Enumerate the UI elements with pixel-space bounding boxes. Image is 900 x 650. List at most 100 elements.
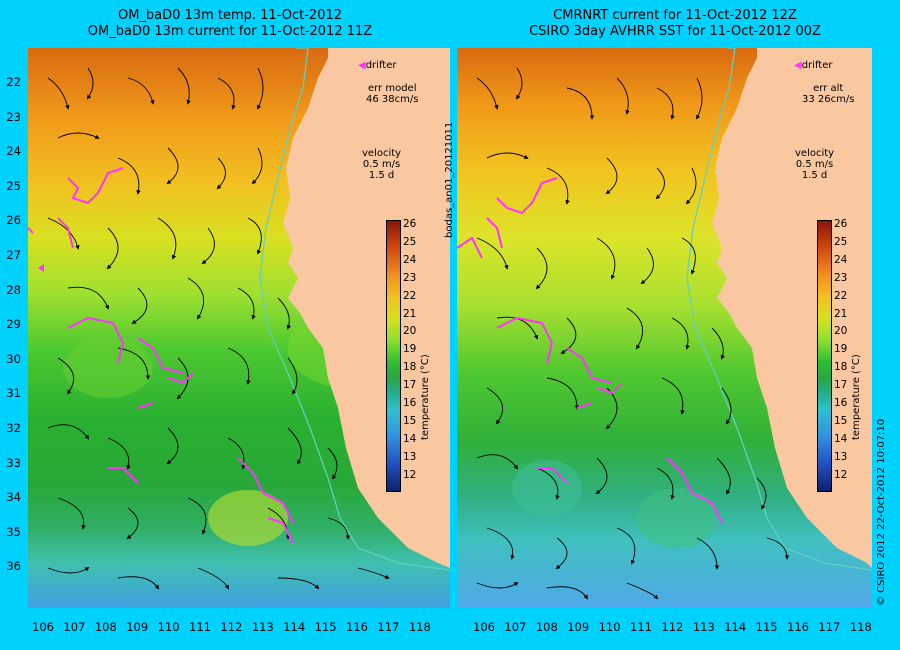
longitude-tick: 112 [661,620,684,634]
latitude-tick: 22 [6,75,21,89]
longitude-tick: 116 [787,620,809,634]
right-colorbar-title: temperature (°C) [851,354,862,440]
right-drifter-tracks [457,177,723,524]
colorbar-tick: 26 [403,218,417,230]
right-map-panel[interactable] [457,48,872,608]
colorbar-tick: 21 [834,307,848,320]
latitude-tick: 29 [6,317,21,332]
run-id-label: bodas_an01_20121011 [444,121,455,238]
right-title: CMRNRT current for 11-Oct-2012 12Z CSIRO… [470,8,880,40]
longitude-tick: 118 [408,620,431,634]
left-map-panel[interactable] [28,48,450,608]
colorbar-tick: 15 [403,414,417,427]
drifter-marker-icon: ◀ [794,60,802,71]
longitude-tick: 113 [692,620,715,634]
colorbar-tick: 24 [403,253,417,266]
latitude-tick: 27 [6,248,21,262]
latitude-tick: 34 [6,490,21,505]
longitude-tick: 106 [473,620,495,634]
left-err-label: err model [367,83,417,94]
longitude-tick: 110 [598,620,621,634]
left-err-note: err model 46 38cm/s [366,83,418,105]
colorbar-tick: 17 [834,379,848,392]
colorbar-tick: 14 [403,432,417,445]
latitude-tick: 32 [6,421,21,435]
left-velocity-key: velocity 0.5 m/s 1.5 d [362,148,401,181]
left-err-value: 46 38cm/s [366,94,419,105]
right-map-svg [457,48,872,608]
latitude-tick: 26 [6,213,21,228]
longitude-tick: 114 [724,620,747,634]
longitude-tick: 114 [283,620,306,634]
left-drifter-legend: ◀drifter [358,60,397,71]
colorbar-tick: 12 [834,468,848,481]
longitude-tick: 115 [755,620,778,634]
latitude-tick: 25 [6,178,21,193]
longitude-tick: 111 [189,620,211,634]
left-title-line2: OM_baD0 13m current for 11-Oct-2012 11Z [87,24,373,39]
left-title-line1: OM_baD0 13m temp. 11-Oct-2012 [117,8,343,23]
latitude-tick: 35 [6,524,21,539]
colorbar-tick: 23 [403,271,417,284]
left-colorbar [386,220,401,492]
left-title: OM_baD0 13m temp. 11-Oct-2012 OM_baD0 13… [40,8,420,40]
longitude-tick: 115 [314,620,337,634]
colorbar-tick: 22 [403,289,417,302]
right-velocity-days: 1.5 d [801,170,828,181]
latitude-tick: 24 [6,144,21,159]
longitude-tick: 107 [63,620,86,634]
longitude-tick: 109 [126,620,149,634]
colorbar-tick: 26 [834,218,848,230]
colorbar-tick: 14 [834,432,848,445]
colorbar-tick: 25 [403,235,417,248]
latitude-tick: 33 [6,455,21,470]
right-title-line2: CSIRO 3day AVHRR SST for 11-Oct-2012 00Z [529,24,821,39]
longitude-tick: 108 [535,620,558,634]
longitude-tick: 117 [818,620,841,634]
longitude-tick: 118 [849,620,872,634]
right-velocity-scale: 0.5 m/s [795,159,834,170]
right-current-streamlines [476,67,790,600]
longitude-tick: 107 [504,620,527,634]
colorbar-tick: 19 [403,343,417,356]
longitude-tick: 108 [94,620,117,634]
copyright-timestamp: © CSIRO 2012 22-Oct-2012 10:07:10 [876,418,887,606]
right-colorbar [817,220,832,492]
drifter-marker-icon: ◀ [358,60,366,71]
right-err-label: err alt [813,83,844,94]
colorbar-tick: 13 [403,450,417,463]
colorbar-tick: 24 [834,253,848,266]
right-velocity-label: velocity [795,148,835,159]
latitude-tick: 31 [6,386,21,401]
left-velocity-days: 1.5 d [368,170,395,181]
longitude-tick: 113 [251,620,274,634]
left-map-svg [28,48,450,608]
longitude-tick: 111 [630,620,652,634]
colorbar-tick: 16 [834,397,848,409]
left-drifter-tracks [28,167,294,544]
colorbar-tick: 20 [834,325,848,338]
left-colorbar-title: temperature (°C) [420,354,431,440]
colorbar-tick: 12 [403,468,417,481]
colorbar-tick: 15 [834,414,848,427]
colorbar-tick: 25 [834,235,848,248]
right-velocity-key: velocity 0.5 m/s 1.5 d [795,148,834,181]
colorbar-tick: 17 [403,379,417,392]
colorbar-tick: 18 [403,361,417,374]
left-velocity-scale: 0.5 m/s [362,159,401,170]
colorbar-tick: 18 [834,361,848,374]
longitude-tick: 116 [346,620,368,634]
latitude-tick: 36 [6,559,21,574]
latitude-tick: 30 [6,351,21,366]
right-err-value: 33 26cm/s [802,94,855,105]
colorbar-tick: 20 [403,325,417,338]
colorbar-tick: 13 [834,450,848,463]
colorbar-tick: 23 [834,271,848,284]
latitude-tick: 23 [6,109,21,124]
right-err-note: err alt 33 26cm/s [802,83,854,105]
right-drifter-legend: ◀drifter [794,60,833,71]
longitude-tick: 117 [377,620,400,634]
longitude-tick: 112 [220,620,243,634]
colorbar-tick: 22 [834,289,848,302]
left-current-streamlines [47,67,390,590]
